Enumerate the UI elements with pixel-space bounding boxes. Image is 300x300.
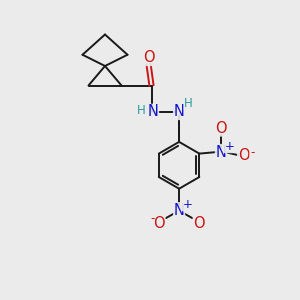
Text: +: + [224,140,234,153]
Text: H: H [136,104,146,117]
Text: N: N [174,104,184,119]
Text: N: N [174,203,184,218]
Text: O: O [238,148,249,163]
Text: -: - [150,212,154,225]
Text: -: - [250,146,254,159]
Text: H: H [184,97,193,110]
Text: O: O [143,50,154,65]
Text: O: O [215,121,227,136]
Text: O: O [153,216,165,231]
Text: +: + [183,198,192,211]
Text: N: N [215,145,226,160]
Text: N: N [148,104,158,119]
Text: O: O [194,216,205,231]
